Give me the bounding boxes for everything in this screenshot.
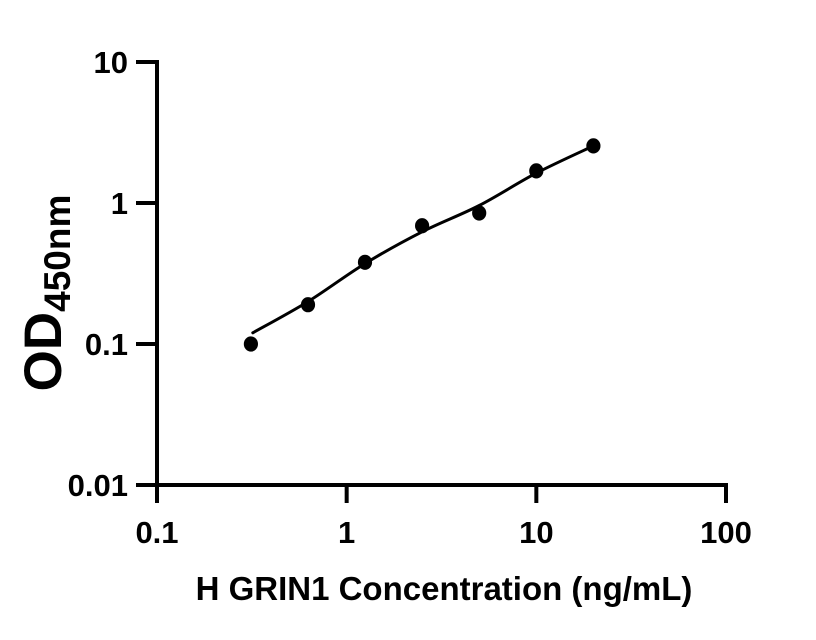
data-point [586, 138, 601, 154]
data-point [243, 336, 258, 352]
y-tick-label: 0.01 [68, 468, 128, 503]
x-axis-title: H GRIN1 Concentration (ng/mL) [195, 570, 693, 607]
x-tick-label: 0.1 [135, 515, 178, 550]
data-point [415, 218, 430, 234]
x-tick-label: 1 [338, 515, 355, 550]
data-point [529, 163, 544, 179]
x-axis-ticks [155, 485, 729, 503]
data-point [472, 205, 487, 221]
y-tick-label: 10 [94, 45, 128, 80]
y-axis-tick-labels: 10 1 0.1 0.01 [68, 45, 128, 503]
data-point [357, 254, 373, 270]
x-tick-label: 10 [519, 515, 553, 550]
x-axis-tick-labels: 0.1 1 10 100 [135, 515, 751, 550]
y-axis-title: OD450nm [13, 195, 79, 392]
data-point [300, 297, 316, 313]
y-axis-title-main: OD [14, 311, 73, 392]
x-tick-label: 100 [700, 515, 752, 550]
y-axis-title-subscript: 450nm [37, 194, 78, 312]
data-point-layer [243, 138, 601, 352]
y-axis-ticks [136, 60, 157, 487]
y-tick-label: 1 [111, 186, 128, 221]
y-tick-label: 0.1 [85, 327, 128, 362]
